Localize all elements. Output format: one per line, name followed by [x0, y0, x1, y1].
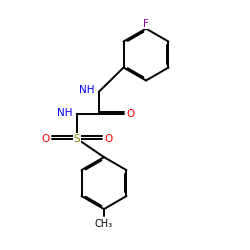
Text: O: O — [41, 134, 49, 143]
Text: O: O — [126, 109, 135, 119]
Text: F: F — [143, 19, 149, 29]
Text: NH: NH — [57, 108, 72, 118]
Text: O: O — [104, 134, 112, 143]
Text: CH₃: CH₃ — [95, 219, 113, 229]
Text: S: S — [74, 134, 80, 143]
Text: NH: NH — [79, 86, 94, 96]
